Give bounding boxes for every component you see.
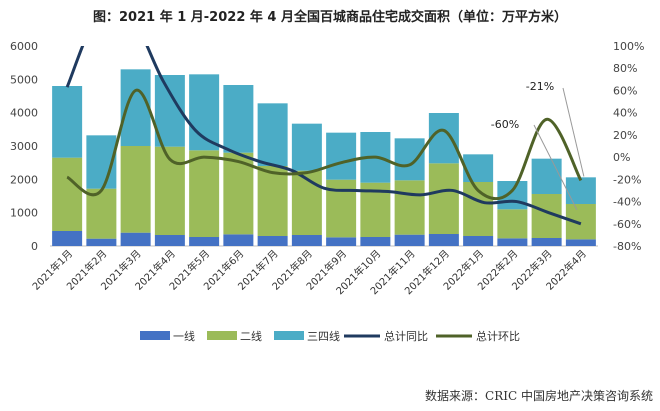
bar-tier1-4 xyxy=(189,237,220,246)
y-right-tick-label: -20% xyxy=(613,173,641,186)
bar-tier3-10 xyxy=(394,138,425,181)
annotations: -60% -21% xyxy=(491,80,585,211)
legend-label-tier3: 三四线 xyxy=(307,329,340,343)
bar-tier1-10 xyxy=(394,234,425,246)
bar-tier1-6 xyxy=(257,236,288,246)
bars xyxy=(52,69,596,246)
bar-tier1-1 xyxy=(86,238,117,246)
y-right-tick-label: 20% xyxy=(613,129,637,142)
bar-tier3-14 xyxy=(531,158,562,194)
y-left-tick-label: 0 xyxy=(31,240,38,253)
source-note: 数据来源：CRIC 中国房地产决策咨询系统 xyxy=(425,388,653,403)
bar-tier1-7 xyxy=(291,235,322,246)
line-yoy xyxy=(65,46,582,226)
bar-tier3-15 xyxy=(565,177,596,204)
bar-tier1-2 xyxy=(120,232,151,246)
bar-tier3-7 xyxy=(291,123,322,171)
legend-swatch-tier3 xyxy=(274,331,304,340)
lines xyxy=(65,46,583,226)
bar-tier2-6 xyxy=(257,166,288,236)
legend-swatch-tier2 xyxy=(207,331,237,340)
left-axis: 0 1000 2000 3000 4000 5000 6000 xyxy=(10,40,38,253)
legend-label-tier2: 二线 xyxy=(240,329,262,343)
y-left-tick-label: 2000 xyxy=(10,173,38,186)
bar-tier1-9 xyxy=(360,237,391,246)
legend-label-yoy: 总计同比 xyxy=(384,329,428,343)
y-left-tick-label: 6000 xyxy=(10,40,38,53)
chart-title: 图：2021 年 1 月-2022 年 4 月全国百城商品住宅成交面积（单位：万… xyxy=(93,9,567,25)
annotation-yoy: -60% xyxy=(491,118,519,131)
y-left-tick-label: 1000 xyxy=(10,207,38,220)
y-left-tick-label: 3000 xyxy=(10,140,38,153)
legend-label-tier1: 一线 xyxy=(173,329,195,343)
y-left-tick-label: 5000 xyxy=(10,73,38,86)
y-right-tick-label: -80% xyxy=(613,240,641,253)
bar-tier1-11 xyxy=(428,234,459,246)
annotation-leader-mom xyxy=(562,87,585,177)
bar-tier1-13 xyxy=(497,238,528,246)
bar-tier1-14 xyxy=(531,238,562,246)
y-right-tick-label: -60% xyxy=(613,218,641,231)
x-axis-ticks: 2021年1月2021年2月2021年3月2021年4月2021年5月2021年… xyxy=(29,247,589,297)
bar-tier3-6 xyxy=(257,103,288,166)
bar-tier3-0 xyxy=(52,86,83,158)
bar-tier2-1 xyxy=(86,188,117,239)
bar-tier2-5 xyxy=(223,152,254,235)
bar-tier3-13 xyxy=(497,181,528,210)
bar-tier2-3 xyxy=(154,146,185,235)
bar-tier2-13 xyxy=(497,209,528,239)
line-mom xyxy=(66,88,583,201)
right-axis: -80% -60% -40% -20% 0% 20% 40% 60% 80% 100% xyxy=(613,40,644,253)
bar-tier2-4 xyxy=(189,150,220,237)
bar-tier2-2 xyxy=(120,146,151,233)
bar-tier1-15 xyxy=(565,239,596,246)
legend-swatch-tier1 xyxy=(140,331,170,340)
bar-tier2-11 xyxy=(428,163,459,234)
y-right-tick-label: 0% xyxy=(613,151,630,164)
legend-label-mom: 总计环比 xyxy=(476,329,520,343)
bar-tier3-11 xyxy=(428,113,459,164)
y-right-tick-label: 60% xyxy=(613,84,637,97)
bar-tier3-8 xyxy=(326,132,357,180)
bar-tier2-10 xyxy=(394,180,425,235)
y-right-tick-label: -40% xyxy=(613,196,641,209)
annotation-mom: -21% xyxy=(526,80,554,93)
annotation-leader-yoy xyxy=(533,124,578,211)
bar-tier3-12 xyxy=(463,154,494,182)
bar-tier1-0 xyxy=(52,231,83,246)
y-right-tick-label: 100% xyxy=(613,40,644,53)
bar-tier1-8 xyxy=(326,237,357,246)
y-right-tick-label: 40% xyxy=(613,107,637,120)
y-right-tick-label: 80% xyxy=(613,62,637,75)
bar-tier2-0 xyxy=(52,157,83,231)
bar-tier1-5 xyxy=(223,234,254,246)
y-left-tick-label: 4000 xyxy=(10,107,38,120)
bar-tier1-3 xyxy=(154,235,185,246)
bar-tier1-12 xyxy=(463,236,494,246)
bar-tier3-5 xyxy=(223,85,254,153)
legend: 一线 二线 三四线 总计同比 总计环比 xyxy=(140,329,520,343)
bar-tier2-7 xyxy=(291,170,322,235)
